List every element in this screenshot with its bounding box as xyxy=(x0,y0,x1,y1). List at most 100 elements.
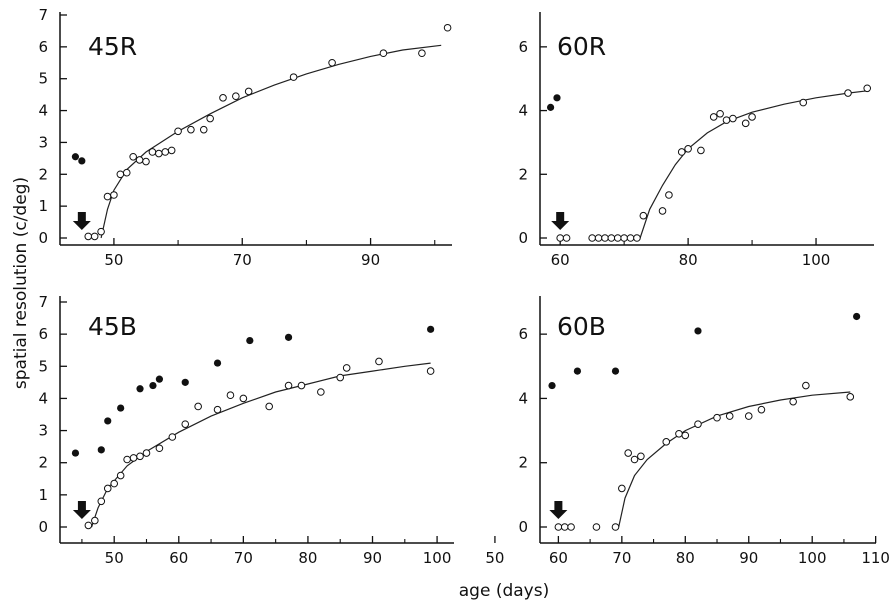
data-point-filled xyxy=(611,367,620,375)
data-point-filled xyxy=(181,378,189,386)
data-point-open xyxy=(103,484,112,493)
data-point-open xyxy=(226,391,235,400)
data-point-open xyxy=(567,523,575,531)
data-point-open xyxy=(84,232,93,241)
y-tick-label: 4 xyxy=(38,102,48,120)
y-tick-label: 3 xyxy=(38,133,48,151)
data-point-open xyxy=(91,516,99,525)
data-point-open xyxy=(328,58,336,67)
data-point-filled xyxy=(246,336,254,345)
x-tick-label: 50 xyxy=(485,549,504,567)
x-tick-label: 80 xyxy=(298,549,317,567)
x-tick-label: 60 xyxy=(551,251,570,269)
data-point-open xyxy=(97,497,106,506)
x-tick-label: 60 xyxy=(549,549,568,567)
data-point-open xyxy=(846,393,855,401)
data-point-open xyxy=(199,125,208,134)
data-point-open xyxy=(560,523,569,531)
x-tick-label: 80 xyxy=(679,251,698,269)
x-tick-label: 70 xyxy=(612,549,631,567)
data-point-open xyxy=(84,521,93,530)
data-point-open xyxy=(418,49,426,58)
data-point-open xyxy=(155,149,163,158)
data-point-open xyxy=(136,452,144,461)
data-point-open xyxy=(284,381,293,390)
data-point-open xyxy=(426,367,435,375)
y-tick-label: 3 xyxy=(38,422,48,440)
data-point-open xyxy=(709,113,718,121)
data-point-open xyxy=(116,471,125,480)
data-point-open xyxy=(161,148,170,156)
data-point-open xyxy=(142,157,150,166)
data-point-filled xyxy=(136,385,144,393)
data-point-filled xyxy=(694,327,702,335)
data-point-filled xyxy=(155,375,164,383)
data-point-open xyxy=(799,98,808,107)
data-point-open xyxy=(716,109,724,118)
data-point-open xyxy=(741,119,750,128)
data-point-filled xyxy=(853,312,861,321)
x-tick-label: 90 xyxy=(363,549,382,567)
data-point-open xyxy=(129,454,138,462)
data-point-open xyxy=(592,523,601,531)
data-point-open xyxy=(336,373,345,382)
y-tick-label: 6 xyxy=(518,325,528,343)
data-point-open xyxy=(562,234,571,242)
y-tick-label: 6 xyxy=(38,325,48,343)
data-point-open xyxy=(556,234,564,242)
data-point-open xyxy=(620,234,628,242)
y-tick-label: 0 xyxy=(38,518,48,536)
data-point-open xyxy=(618,484,626,493)
data-point-open xyxy=(187,125,195,134)
data-point-open xyxy=(601,234,609,242)
data-point-open xyxy=(658,207,667,215)
y-tick-label: 6 xyxy=(38,38,48,56)
data-point-open xyxy=(624,449,632,457)
x-tick-label: 110 xyxy=(861,549,890,567)
data-point-open xyxy=(681,431,690,440)
data-point-open xyxy=(148,148,157,156)
data-point-filled xyxy=(553,94,561,102)
data-point-open xyxy=(637,452,645,461)
data-point-open xyxy=(844,89,852,97)
y-tick-label: 5 xyxy=(38,357,48,375)
y-tick-label: 1 xyxy=(38,486,48,504)
data-point-open xyxy=(443,23,452,32)
data-point-open xyxy=(194,402,202,411)
data-point-filled xyxy=(573,367,582,375)
data-point-filled xyxy=(548,381,556,390)
data-point-open xyxy=(110,479,119,488)
data-point-open xyxy=(677,148,686,156)
data-point-filled xyxy=(97,446,105,454)
data-point-open xyxy=(244,87,253,96)
data-point-open xyxy=(588,234,596,242)
panel-45b: 45B 0 1 2 3 4 5 6 7 50 60 70 80 90 100 xyxy=(38,293,454,567)
data-point-open xyxy=(168,433,177,441)
y-tick-label: 0 xyxy=(518,518,528,536)
x-axis-title: age (days) xyxy=(459,581,549,601)
fit-curve xyxy=(100,44,442,239)
data-point-open xyxy=(142,449,151,457)
panel-title: 45R xyxy=(88,32,137,61)
data-point-open xyxy=(729,114,737,123)
panel-title: 60R xyxy=(557,32,606,61)
data-point-filled xyxy=(284,333,293,341)
x-tick-label: 80 xyxy=(676,549,695,567)
data-point-open xyxy=(342,364,351,372)
data-point-open xyxy=(155,444,164,453)
data-point-open xyxy=(297,381,306,390)
y-tick-label: 0 xyxy=(38,229,48,247)
x-tick-label: 50 xyxy=(104,251,123,269)
y-tick-label: 4 xyxy=(518,389,528,407)
data-point-open xyxy=(123,455,131,464)
data-point-open xyxy=(757,405,766,414)
data-point-filled xyxy=(213,359,222,367)
data-point-open xyxy=(174,127,182,136)
data-point-open xyxy=(97,227,105,236)
data-point-open xyxy=(744,412,753,420)
panel-title: 45B xyxy=(88,312,137,341)
data-point-filled xyxy=(546,103,555,111)
x-tick-label: 90 xyxy=(361,251,380,269)
data-point-open xyxy=(633,234,641,242)
